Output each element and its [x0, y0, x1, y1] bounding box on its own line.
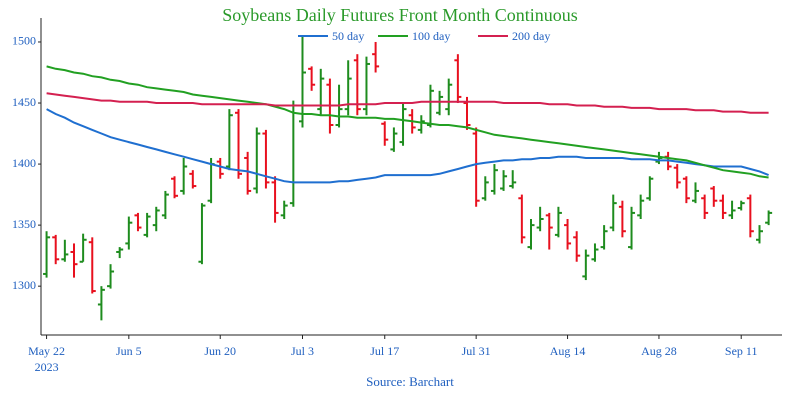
x-tick-label: Jun 20: [204, 344, 236, 358]
x-tick-label: Jul 31: [462, 344, 491, 358]
x-tick-label: Jul 3: [291, 344, 314, 358]
source-note: Source: Barchart: [366, 374, 454, 389]
ma-line: [46, 108, 769, 184]
y-tick-label: 1400: [12, 156, 36, 170]
y-tick-label: 1500: [12, 34, 36, 48]
legend-label: 100 day: [412, 29, 450, 43]
y-tick-label: 1300: [12, 278, 36, 292]
ma-line: [46, 92, 769, 114]
chart-title: Soybeans Daily Futures Front Month Conti…: [222, 5, 578, 25]
y-tick-label: 1350: [12, 217, 36, 231]
ma-line: [46, 65, 769, 179]
x-tick-label: Aug 28: [641, 344, 677, 358]
x-tick-label: Aug 14: [550, 344, 586, 358]
legend-label: 50 day: [332, 29, 364, 43]
x-tick-label: Sep 11: [725, 344, 758, 358]
y-tick-label: 1450: [12, 95, 36, 109]
x-tick-label: Jun 5: [116, 344, 142, 358]
legend-label: 200 day: [512, 29, 550, 43]
x-tick-label: May 22: [28, 344, 65, 358]
x-year-label: 2023: [35, 360, 59, 374]
x-tick-label: Jul 17: [370, 344, 399, 358]
